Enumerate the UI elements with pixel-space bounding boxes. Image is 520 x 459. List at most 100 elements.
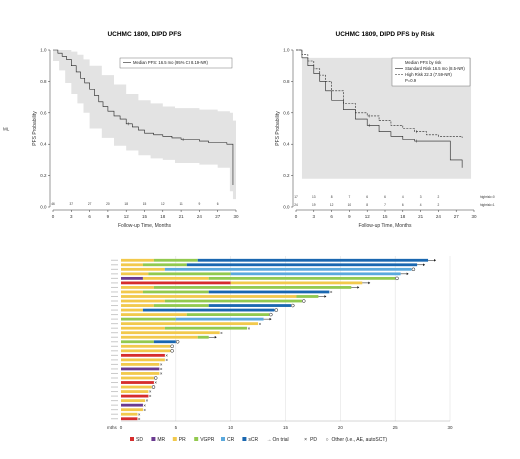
risk-count: 6 <box>402 203 404 207</box>
other-mark <box>302 299 306 303</box>
bar-segment <box>121 358 165 362</box>
other-mark <box>291 303 295 308</box>
row-label <box>111 318 118 320</box>
pd-mark: × <box>248 326 251 331</box>
bar-segment <box>121 367 160 371</box>
x-tick-label: 15 <box>142 214 148 219</box>
bar-segment <box>142 263 187 267</box>
row-label <box>111 305 118 307</box>
legend-label: CR <box>227 437 235 443</box>
y-tick-label: 0.6 <box>283 110 290 115</box>
risk-count: 17 <box>294 195 298 199</box>
row-label <box>111 350 118 352</box>
chart-title: UCHMC 1809, DIPD PFS by Risk <box>336 31 435 38</box>
row-label <box>111 386 118 388</box>
risk-count: 11 <box>179 202 183 206</box>
legend-symbol: → <box>267 437 272 443</box>
row-label <box>111 291 118 293</box>
row-label <box>111 314 118 316</box>
bar-segment <box>121 403 143 407</box>
bar-segment <box>121 408 143 412</box>
pd-mark: × <box>259 321 262 326</box>
on-trial-arrowhead <box>368 281 371 285</box>
risk-count: 12 <box>161 202 165 206</box>
bar-segment <box>121 313 187 317</box>
other-mark <box>269 312 273 317</box>
row-label <box>111 286 118 288</box>
on-trial-arrowhead <box>423 263 426 267</box>
bar-segment <box>148 272 231 276</box>
row-label <box>111 332 118 334</box>
bar-segment <box>121 344 171 348</box>
y-axis-label: PFS Probability <box>32 111 38 146</box>
row-label <box>111 409 118 411</box>
legend-label: On trial <box>273 437 289 443</box>
risk-count: 2 <box>438 203 440 207</box>
on-trial-arrowhead <box>269 317 272 321</box>
legend-label: Other (i.e., AE, autoSCT) <box>332 437 388 443</box>
x-tick-label: 5 <box>175 425 178 430</box>
row-label <box>111 273 118 275</box>
x-tick-label: 30 <box>447 425 453 430</box>
bar-segment <box>121 412 138 416</box>
legend-box <box>119 57 233 69</box>
side-label: ML <box>3 127 10 132</box>
risk-count: 7 <box>349 195 351 199</box>
on-trial-arrowhead <box>324 295 327 298</box>
y-tick-label: 0.8 <box>40 79 47 84</box>
row-label <box>111 418 118 420</box>
bar-segment <box>121 304 154 307</box>
bar-segment <box>164 299 302 303</box>
x-tick-label: 21 <box>179 214 185 219</box>
bar-segment <box>121 362 160 366</box>
other-mark <box>175 340 180 344</box>
legend-swatch <box>151 437 156 441</box>
bar-segment <box>164 326 248 330</box>
pd-mark: × <box>220 330 223 335</box>
x-tick-label: 12 <box>365 214 371 219</box>
pd-mark: × <box>138 416 141 421</box>
risk-count: 9 <box>199 202 201 206</box>
pd-mark: × <box>160 367 163 372</box>
bar-segment <box>121 385 152 389</box>
row-label <box>111 309 118 311</box>
x-tick-label: 30 <box>471 214 477 219</box>
row-label <box>111 323 118 325</box>
risk-count: 12 <box>330 203 334 207</box>
legend-item: High Risk 22.3 (7.59-NR) <box>405 72 452 77</box>
risk-count: 15 <box>143 202 147 206</box>
legend-symbol: ○ <box>326 437 329 443</box>
row-label <box>111 391 118 393</box>
legend-label: MR <box>157 437 165 443</box>
risk-count: 6 <box>366 195 368 199</box>
y-tick-label: 0.2 <box>40 173 47 178</box>
pd-mark: × <box>146 398 149 403</box>
bar-segment <box>121 390 149 393</box>
bar-segment <box>121 399 146 403</box>
row-label <box>111 259 118 261</box>
x-tick-label: 6 <box>330 214 333 219</box>
bar-segment <box>121 326 165 330</box>
bar-segment <box>121 276 143 280</box>
pd-mark: × <box>154 380 157 385</box>
legend-swatch <box>221 437 225 441</box>
legend-label: SD <box>136 437 143 443</box>
bar-segment <box>121 322 259 326</box>
y-tick-label: 1.0 <box>40 48 47 53</box>
x-tick-label: 15 <box>382 214 388 219</box>
pd-mark: × <box>330 290 333 295</box>
x-tick-label: 0 <box>52 214 55 219</box>
x-axis-label: Follow-up Time, Months <box>118 223 172 229</box>
x-tick-label: 20 <box>338 425 344 430</box>
risk-count: 20 <box>106 202 110 206</box>
bar-segment <box>153 340 176 344</box>
legend-swatch <box>172 437 177 441</box>
bar-segment <box>296 295 319 298</box>
pd-mark: × <box>143 407 146 412</box>
legend-label: PR <box>179 437 186 443</box>
on-trial-arrowhead <box>357 286 360 289</box>
risk-count: 4 <box>420 203 422 207</box>
pd-mark: × <box>160 362 163 367</box>
x-tick-label: 24 <box>436 214 442 219</box>
row-label <box>111 300 118 302</box>
